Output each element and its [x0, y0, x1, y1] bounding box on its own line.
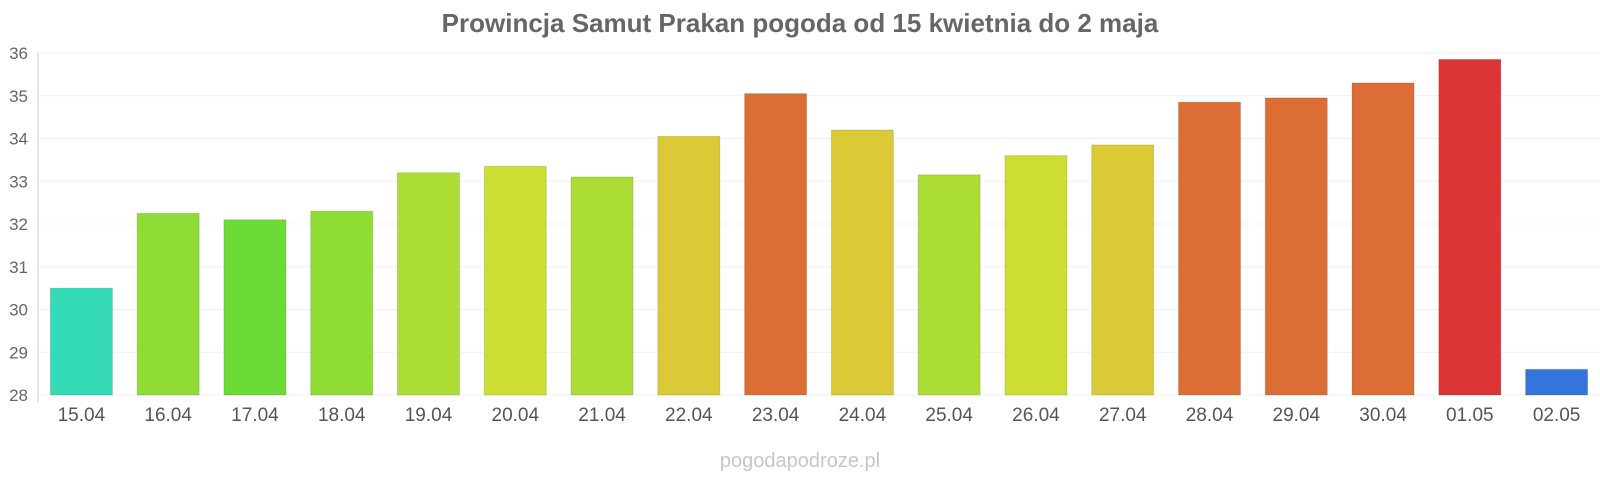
y-tick-label: 35 [9, 87, 28, 106]
x-tick-label: 22.04 [665, 405, 713, 426]
x-axis-labels: 15.04 16.04 17.04 18.04 19.04 20.04 21.04 22.04… [58, 405, 1581, 426]
bar-22.04[interactable] [657, 135, 721, 396]
bar-30.04[interactable] [1351, 82, 1415, 396]
y-tick-label: 34 [9, 130, 28, 149]
bars [49, 58, 1589, 396]
x-tick-label: 24.04 [839, 405, 887, 426]
x-tick-label: 27.04 [1099, 405, 1147, 426]
y-tick-label: 28 [9, 386, 28, 405]
y-tick-label: 30 [9, 301, 28, 320]
x-tick-label: 26.04 [1012, 405, 1060, 426]
y-tick-label: 33 [9, 172, 28, 191]
bar-21.04[interactable] [570, 176, 634, 396]
y-tick-label: 31 [9, 258, 28, 277]
grid-lines [38, 52, 1600, 396]
y-tick-label: 32 [9, 215, 28, 234]
x-tick-label: 29.04 [1273, 405, 1321, 426]
x-tick-label: 19.04 [405, 405, 453, 426]
bar-26.04[interactable] [1004, 155, 1068, 396]
x-tick-label: 30.04 [1359, 405, 1407, 426]
x-tick-label: 17.04 [231, 405, 279, 426]
watermark: pogodapodroze.pl [719, 450, 881, 472]
x-tick-label: 18.04 [318, 405, 366, 426]
y-tick-label: 36 [9, 44, 28, 63]
x-tick-label: 16.04 [144, 405, 192, 426]
bar-02.05[interactable] [1525, 368, 1589, 396]
bar-29.04[interactable] [1264, 97, 1328, 396]
x-tick-label: 20.04 [492, 405, 540, 426]
bar-20.04[interactable] [483, 165, 547, 396]
bar-15.04[interactable] [49, 287, 113, 396]
bar-23.04[interactable] [744, 93, 808, 396]
x-tick-label: 25.04 [925, 405, 973, 426]
x-tick-label: 01.05 [1446, 405, 1494, 426]
y-axis-ticks: 28 29 30 31 32 33 34 35 36 [9, 44, 28, 405]
bar-16.04[interactable] [136, 212, 200, 396]
x-tick-label: 23.04 [752, 405, 800, 426]
x-tick-label: 21.04 [578, 405, 626, 426]
bar-19.04[interactable] [396, 172, 461, 396]
x-tick-label: 15.04 [58, 405, 106, 426]
bar-24.04[interactable] [830, 129, 894, 396]
bar-18.04[interactable] [310, 210, 374, 396]
x-tick-label: 28.04 [1186, 405, 1234, 426]
x-tick-label: 02.05 [1533, 405, 1581, 426]
bar-27.04[interactable] [1091, 144, 1155, 396]
chart-title: Prowincja Samut Prakan pogoda od 15 kwie… [441, 8, 1159, 38]
bar-28.04[interactable] [1177, 101, 1242, 396]
bar-01.05[interactable] [1438, 58, 1502, 396]
bar-25.04[interactable] [917, 174, 981, 396]
bar-17.04[interactable] [223, 219, 287, 396]
y-tick-label: 29 [9, 343, 28, 362]
